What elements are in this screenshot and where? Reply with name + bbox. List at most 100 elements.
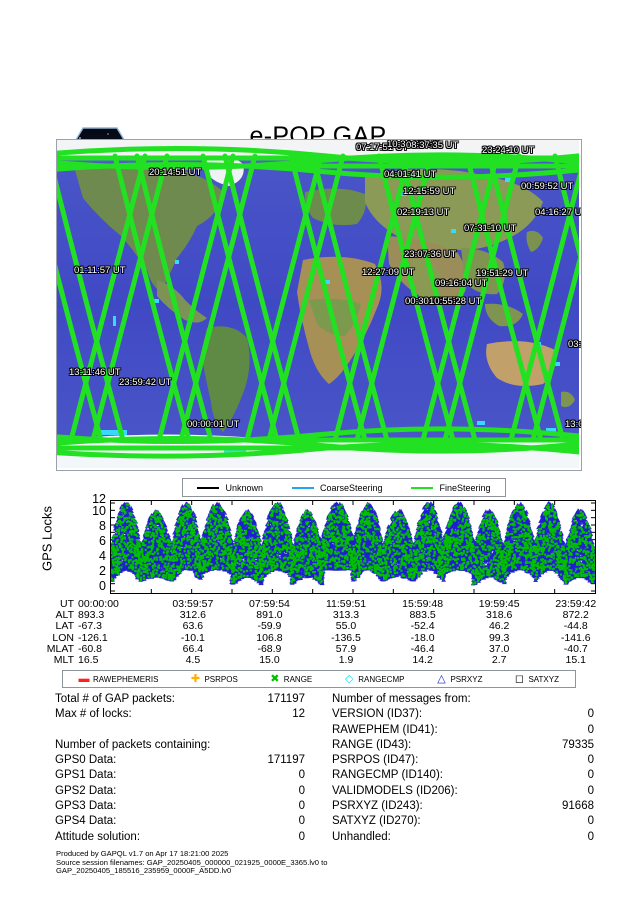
- triangle-marker-icon: △: [436, 674, 446, 685]
- y-tick-label: 6: [84, 535, 106, 548]
- stat-row: RAWEPHEM (ID41): 0: [332, 723, 594, 738]
- axis-cell: -10.1: [155, 632, 232, 644]
- y-tick-label: 8: [84, 520, 106, 533]
- axis-cell: 313.3: [308, 609, 385, 621]
- axis-row-key: ALT: [38, 609, 78, 621]
- stat-value: 0: [588, 830, 594, 845]
- stat-label: GPS3 Data:: [55, 799, 116, 814]
- stat-label: GPS2 Data:: [55, 784, 116, 799]
- stat-row: SATXYZ (ID270): 0: [332, 814, 594, 829]
- legend-item-psrpos: ✚ PSRPOS: [190, 674, 238, 685]
- legend-item-range: ✖ RANGE: [270, 674, 312, 685]
- y-tick-label: 0: [84, 580, 106, 593]
- axis-cell: -136.5: [308, 632, 385, 644]
- legend-line-icon: [411, 486, 434, 489]
- diamond-marker-icon: ◇: [344, 674, 354, 685]
- axis-cell: 57.9: [308, 643, 385, 655]
- axis-cell: 55.0: [308, 621, 385, 632]
- axis-row-mlt: MLT 16.5 4.5 15.0 1.9 14.2 2.7 15.1: [38, 654, 614, 666]
- axis-cell: -44.8: [537, 621, 614, 632]
- stat-row: PSRXYZ (ID243): 91668: [332, 799, 594, 814]
- axis-cell: 318.6: [461, 609, 538, 621]
- axis-row-alt: ALT 893.3 312.6 891.0 313.3 883.5 318.6 …: [38, 609, 614, 621]
- y-tick-label: 2: [84, 565, 106, 578]
- axis-row-key: UT: [38, 598, 78, 610]
- ground-track-map[interactable]: 07:17:51 UT 10:34:09 UT 08:37:35 UT 20:1…: [56, 139, 582, 471]
- axis-cell: -52.4: [384, 621, 461, 632]
- stat-row: Unhandled: 0: [332, 830, 594, 845]
- footer-line-source-2: GAP_20250405_185516_235959_0000F_A5DD.lv…: [56, 867, 616, 876]
- stat-value: 0: [299, 768, 305, 783]
- axis-cell: 37.0: [461, 643, 538, 655]
- stat-value: 0: [299, 830, 305, 845]
- gps-locks-plot[interactable]: GPS Locks 0 2 4 6 8 10 12: [38, 493, 598, 597]
- y-axis-ticks: 0 2 4 6 8 10 12: [84, 493, 106, 593]
- stat-row: VALIDMODELS (ID206): 0: [332, 784, 594, 799]
- axis-cell: 99.3: [461, 632, 538, 644]
- stat-row: Number of packets containing:: [55, 738, 305, 753]
- stat-row: GPS0 Data: 171197: [55, 753, 305, 768]
- stat-value: 0: [588, 814, 594, 829]
- ephemeris-axis-table: UT 00:00:00 03:59:57 07:59:54 11:59:51 1…: [38, 598, 614, 666]
- stat-row: RANGECMP (ID140): 0: [332, 768, 594, 783]
- stat-label: RAWEPHEM (ID41):: [332, 723, 438, 738]
- legend-label: RAWEPHEMERIS: [93, 675, 159, 684]
- stat-label: VERSION (ID37):: [332, 707, 422, 722]
- axis-cell: -46.4: [384, 643, 461, 655]
- axis-cell: 03:59:57: [155, 598, 232, 610]
- stat-label: PSRXYZ (ID243):: [332, 799, 423, 814]
- axis-row-key: LAT: [38, 621, 78, 632]
- legend-item-finesteering: FineSteering: [411, 483, 490, 493]
- axis-cell: -68.9: [231, 643, 308, 655]
- stat-row: GPS2 Data: 0: [55, 784, 305, 799]
- dash-marker-icon: ▬: [78, 674, 89, 685]
- legend-label: Unknown: [225, 483, 263, 493]
- legend-label: CoarseSteering: [320, 483, 383, 493]
- legend-label: FineSteering: [439, 483, 490, 493]
- map-legend: Unknown CoarseSteering FineSteering: [182, 478, 506, 497]
- footer-line-source-1: Source session filenames: GAP_20250405_0…: [56, 858, 616, 868]
- legend-item-unknown: Unknown: [197, 483, 263, 493]
- legend-item-satxyz: ◻ SATXYZ: [514, 674, 559, 685]
- footer-line-producer: Produced by GAPQL v1.7 on Apr 17 18:21:0…: [56, 849, 616, 859]
- axis-cell: 23:59:42: [537, 598, 614, 610]
- axis-cell: 883.5: [384, 609, 461, 621]
- axis-cell: 15.1: [537, 654, 614, 666]
- stat-row: Number of messages from:: [332, 692, 594, 707]
- gps-locks-plot-area[interactable]: [110, 500, 596, 594]
- axis-cell: 16.5: [78, 654, 155, 666]
- legend-label: SATXYZ: [528, 675, 559, 684]
- stat-label: Number of packets containing:: [55, 738, 305, 753]
- stat-value: 79335: [562, 738, 594, 753]
- stat-label: VALIDMODELS (ID206):: [332, 784, 458, 799]
- stats-column-messages: Number of messages from: VERSION (ID37):…: [332, 692, 594, 845]
- axis-cell: 11:59:51: [308, 598, 385, 610]
- stat-label: Max # of locks:: [55, 707, 132, 722]
- stat-value: 171197: [267, 692, 305, 707]
- legend-label: RANGE: [284, 675, 312, 684]
- axis-cell: -59.9: [231, 621, 308, 632]
- y-tick-label: 4: [84, 550, 106, 563]
- stat-value: 0: [588, 753, 594, 768]
- legend-label: PSRPOS: [204, 675, 237, 684]
- stat-value: 0: [299, 784, 305, 799]
- summary-statistics: Total # of GAP packets: 171197 Max # of …: [0, 692, 636, 845]
- stat-value: 0: [588, 723, 594, 738]
- axis-cell: 1.9: [308, 654, 385, 666]
- stat-row: Attitude solution: 0: [55, 830, 305, 845]
- stat-value: 171197: [267, 753, 305, 768]
- stat-value: 0: [299, 814, 305, 829]
- axis-row-ut: UT 00:00:00 03:59:57 07:59:54 11:59:51 1…: [38, 598, 614, 610]
- axis-cell: 4.5: [155, 654, 232, 666]
- stat-label: RANGECMP (ID140):: [332, 768, 443, 783]
- stat-spacer: [55, 723, 305, 738]
- stat-value: 0: [299, 799, 305, 814]
- stat-value: 91668: [562, 799, 594, 814]
- legend-item-coarsesteering: CoarseSteering: [291, 483, 383, 493]
- axis-cell: 15.0: [231, 654, 308, 666]
- stat-row: GPS3 Data: 0: [55, 799, 305, 814]
- legend-label: RANGECMP: [358, 675, 404, 684]
- legend-line-icon: [291, 486, 314, 489]
- stat-value: 0: [588, 768, 594, 783]
